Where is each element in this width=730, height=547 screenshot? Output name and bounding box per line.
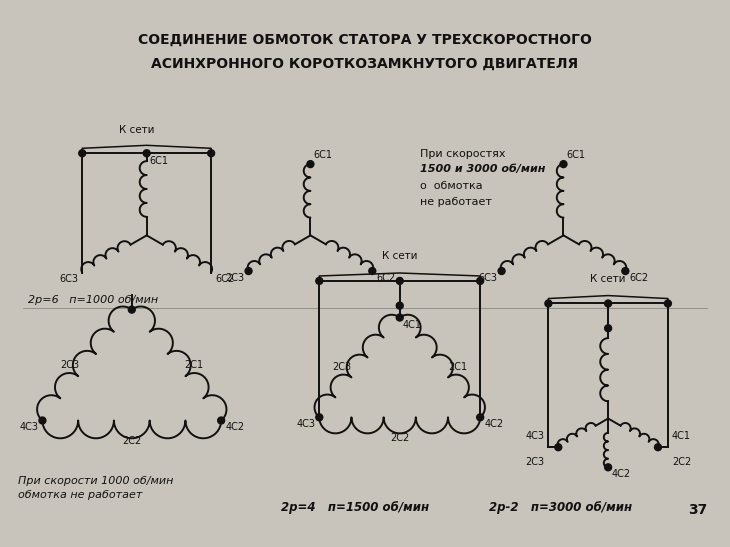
Circle shape: [545, 300, 552, 307]
Text: 2С2: 2С2: [672, 457, 691, 467]
Circle shape: [655, 444, 661, 451]
Text: не работает: не работает: [420, 197, 491, 207]
Text: 6С2: 6С2: [629, 273, 648, 283]
Text: 6С1: 6С1: [150, 156, 169, 166]
Text: 2С1: 2С1: [185, 360, 204, 370]
Text: К сети: К сети: [591, 274, 626, 284]
Circle shape: [316, 414, 323, 421]
Text: 2С3: 2С3: [332, 363, 352, 373]
Circle shape: [396, 314, 403, 321]
Text: 6С1: 6С1: [566, 150, 585, 160]
Circle shape: [604, 464, 612, 471]
Text: 2С2: 2С2: [122, 437, 142, 446]
Text: 4С1: 4С1: [672, 431, 691, 441]
Text: 6С3: 6С3: [59, 275, 78, 284]
Text: 4С2: 4С2: [484, 420, 503, 429]
Circle shape: [396, 277, 403, 284]
Circle shape: [555, 444, 562, 451]
Text: 4С2: 4С2: [225, 422, 245, 433]
Text: обмотка не работает: обмотка не работает: [18, 490, 142, 500]
Text: 4С3: 4С3: [296, 420, 315, 429]
Text: 6С1: 6С1: [313, 150, 332, 160]
Text: 2С3: 2С3: [226, 273, 245, 283]
Circle shape: [316, 277, 323, 284]
Text: 6С2: 6С2: [376, 273, 396, 283]
Circle shape: [604, 300, 612, 307]
Circle shape: [307, 161, 314, 167]
Text: При скоростях: При скоростях: [420, 149, 505, 159]
Text: 4С3: 4С3: [526, 431, 545, 441]
Text: 1500 и 3000 об/мин: 1500 и 3000 об/мин: [420, 164, 545, 174]
Circle shape: [498, 267, 505, 275]
Circle shape: [207, 150, 215, 156]
Text: При скорости 1000 об/мин: При скорости 1000 об/мин: [18, 476, 173, 486]
Text: 4С1: 4С1: [403, 319, 422, 329]
Text: 2С3: 2С3: [526, 457, 545, 467]
Text: 2С2: 2С2: [390, 433, 410, 443]
Text: 37: 37: [688, 503, 707, 517]
Text: 2р-2   п=3000 об/мин: 2р-2 п=3000 об/мин: [489, 501, 632, 514]
Text: 4С2: 4С2: [611, 469, 630, 479]
Circle shape: [560, 161, 567, 167]
Circle shape: [143, 150, 150, 156]
Circle shape: [369, 267, 376, 275]
Circle shape: [622, 267, 629, 275]
Text: 4С3: 4С3: [20, 422, 39, 433]
Circle shape: [128, 306, 135, 313]
Text: 6С2: 6С2: [215, 275, 234, 284]
Text: 2р=6   п=1000 об/мин: 2р=6 п=1000 об/мин: [28, 295, 158, 305]
Circle shape: [79, 150, 85, 156]
Text: СОЕДИНЕНИЕ ОБМОТОК СТАТОРА У ТРЕХСКОРОСТНОГО: СОЕДИНЕНИЕ ОБМОТОК СТАТОРА У ТРЕХСКОРОСТ…: [138, 32, 592, 46]
Text: К сети: К сети: [119, 125, 155, 136]
Text: о  обмотка: о обмотка: [420, 181, 483, 191]
Text: АСИНХРОННОГО КОРОТКОЗАМКНУТОГО ДВИГАТЕЛЯ: АСИНХРОННОГО КОРОТКОЗАМКНУТОГО ДВИГАТЕЛЯ: [151, 57, 579, 71]
Text: К сети: К сети: [382, 251, 418, 261]
Circle shape: [604, 325, 612, 331]
Circle shape: [477, 277, 484, 284]
Circle shape: [477, 414, 484, 421]
Text: 2р=4   п=1500 об/мин: 2р=4 п=1500 об/мин: [280, 501, 429, 514]
Text: 2С3: 2С3: [60, 360, 79, 370]
Text: 6С3: 6С3: [479, 273, 498, 283]
Circle shape: [39, 417, 46, 424]
Circle shape: [396, 302, 403, 309]
Circle shape: [245, 267, 252, 275]
Text: 2С1: 2С1: [448, 363, 467, 373]
Circle shape: [664, 300, 672, 307]
Circle shape: [218, 417, 225, 424]
